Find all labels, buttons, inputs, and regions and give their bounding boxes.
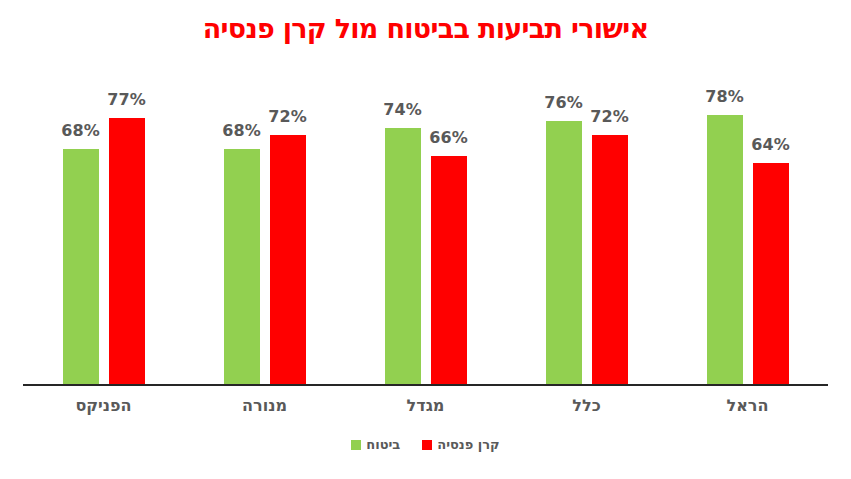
bar-insurance — [707, 115, 743, 384]
chart-title: אישורי תביעות בביטוח מול קרן פנסיה — [0, 13, 851, 44]
bar-column-insurance: 68% — [63, 121, 99, 384]
legend-item-pension-fund: קרן פנסיה — [422, 437, 499, 452]
bar-value-label: 68% — [61, 121, 99, 140]
bar-column-pension-fund: 72% — [592, 107, 628, 384]
bar-column-pension-fund: 77% — [109, 90, 145, 384]
bar-value-label: 72% — [590, 107, 628, 126]
bar-group: 76% 72% — [546, 93, 628, 384]
bar-column-insurance: 78% — [707, 87, 743, 384]
bar-column-insurance: 68% — [224, 121, 260, 384]
bar-pension-fund — [592, 135, 628, 384]
category-axis: הפניקס מנורה מגדל כלל הראל — [0, 396, 851, 415]
bar-column-pension-fund: 66% — [431, 128, 467, 384]
bar-column-insurance: 74% — [385, 100, 421, 384]
category-label: מגדל — [385, 396, 467, 415]
bar-group: 68% 77% — [63, 90, 145, 384]
bar-insurance — [385, 128, 421, 384]
x-axis-line — [23, 384, 828, 386]
category-label: מנורה — [224, 396, 306, 415]
category-label: הראל — [707, 396, 789, 415]
legend-swatch-insurance — [351, 440, 361, 450]
bar-group: 68% 72% — [224, 107, 306, 384]
bar-column-pension-fund: 72% — [270, 107, 306, 384]
bar-pension-fund — [431, 156, 467, 384]
bar-value-label: 72% — [268, 107, 306, 126]
legend-swatch-pension-fund — [422, 440, 432, 450]
bar-value-label: 76% — [544, 93, 582, 112]
bar-value-label: 66% — [429, 128, 467, 147]
bar-value-label: 64% — [751, 135, 789, 154]
bar-value-label: 74% — [383, 100, 421, 119]
legend-label: קרן פנסיה — [437, 437, 499, 452]
category-label: כלל — [546, 396, 628, 415]
plot-area: 68% 77% 68% 72% 74% 66% 76% 72% 78% 64% — [0, 87, 851, 384]
bar-insurance — [546, 121, 582, 384]
bar-insurance — [63, 149, 99, 384]
bar-pension-fund — [109, 118, 145, 384]
category-label: הפניקס — [63, 396, 145, 415]
bar-column-insurance: 76% — [546, 93, 582, 384]
legend: ביטוח קרן פנסיה — [0, 437, 851, 452]
bar-value-label: 68% — [222, 121, 260, 140]
bar-pension-fund — [270, 135, 306, 384]
bar-pension-fund — [753, 163, 789, 384]
legend-label: ביטוח — [366, 437, 400, 452]
bar-group: 78% 64% — [707, 87, 789, 384]
bar-value-label: 77% — [107, 90, 145, 109]
bar-column-pension-fund: 64% — [753, 135, 789, 384]
legend-item-insurance: ביטוח — [351, 437, 400, 452]
bar-group: 74% 66% — [385, 100, 467, 384]
bar-value-label: 78% — [705, 87, 743, 106]
bar-insurance — [224, 149, 260, 384]
